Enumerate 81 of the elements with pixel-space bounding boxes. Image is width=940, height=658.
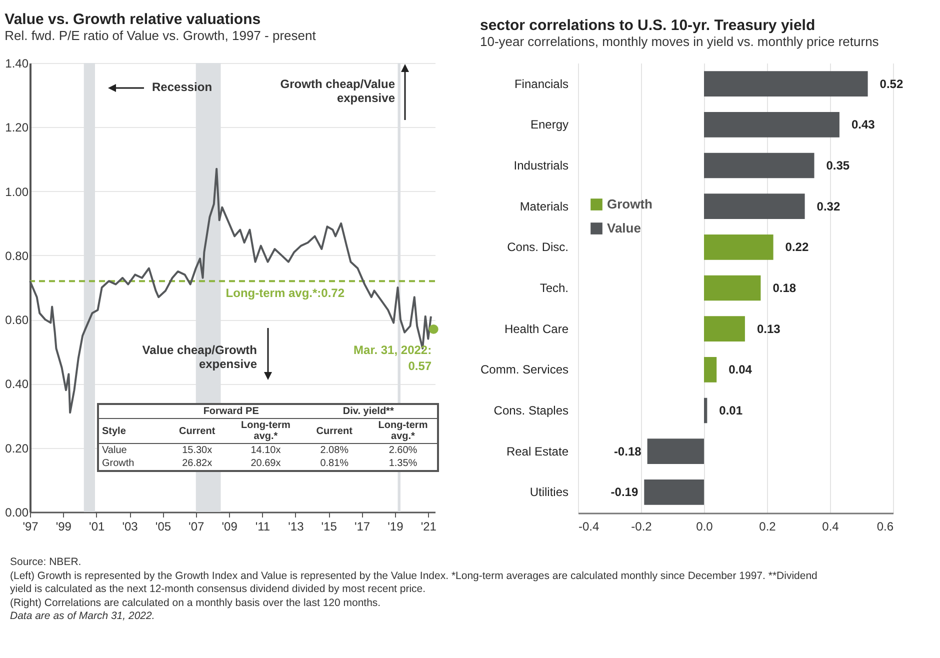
y-tick-label: 1.40 <box>5 56 29 70</box>
x-tick-label: -0.4 <box>578 520 600 534</box>
y-tick-label: Utilities <box>530 485 568 500</box>
annotation: Growth cheap/Value expensive <box>280 77 395 105</box>
data-label: 0.04 <box>728 362 752 377</box>
x-tick-label: '05 <box>155 520 172 534</box>
annotation: 26.82x <box>181 457 214 471</box>
data-label: 0.43 <box>851 118 876 132</box>
x-tick-label: '07 <box>188 520 205 534</box>
annotation: Style <box>98 418 162 444</box>
x-tick-label: 0.6 <box>876 520 894 534</box>
annotation: Long-term avg.* <box>232 418 300 444</box>
data-label: 0.32 <box>816 199 840 214</box>
y-tick-label: Comm. Services <box>480 362 568 377</box>
legend-label: Growth <box>607 196 653 212</box>
annotation: 15.30x <box>181 444 214 457</box>
y-tick-label: Materials <box>520 199 568 214</box>
annotation: Forward PE <box>162 404 300 418</box>
x-tick-label: '97 <box>22 520 39 534</box>
ref-line-label: Long-term avg.*:0.72 <box>226 286 345 300</box>
annotation: 0.81% <box>319 457 350 471</box>
annotation: Div. yield** <box>300 404 438 418</box>
annotation: Long-term avg.* <box>369 418 438 444</box>
annotation: 14.10x <box>250 444 282 457</box>
annotation: Mar. 31, 2022: 0.57 <box>354 343 432 374</box>
chart-subtitle: 10-year correlations, monthly moves in yield vs. monthly price returns <box>480 34 880 49</box>
data-label: -0.19 <box>610 485 638 500</box>
y-tick-label: 1.00 <box>5 184 29 199</box>
annotation: Growth <box>101 457 136 471</box>
y-tick-label: Financials <box>514 76 568 91</box>
text: (Left) Growth is represented by the Growth Index and Value is represented by the Value Index. *Long-term averages are calculated monthly since December 1997. **Dividend yield is calculated as the next 12-month consensus dividend divided by most recent price. <box>10 570 818 596</box>
text: (Right) Correlations are calculated on a monthly basis over the last 120 months. <box>10 596 382 610</box>
x-tick-label: '21 <box>420 520 437 534</box>
y-tick-label: 1.20 <box>5 120 29 135</box>
x-tick-label: '99 <box>56 520 72 534</box>
x-tick-label: -0.2 <box>631 520 652 534</box>
x-tick-label: '13 <box>288 520 304 534</box>
data-label: 0.35 <box>826 158 850 172</box>
annotation: 2.08% <box>319 444 350 457</box>
data-label: 0.13 <box>756 322 781 336</box>
y-tick-label: 0.40 <box>5 377 29 392</box>
annotation: 2.60% <box>388 444 418 457</box>
data-label: -0.18 <box>614 444 642 458</box>
annotation: Current <box>162 418 232 444</box>
y-tick-label: Cons. Staples <box>494 404 568 418</box>
x-tick-label: '01 <box>89 520 105 534</box>
annotation: Value <box>101 444 128 457</box>
y-tick-label: Energy <box>530 118 568 132</box>
y-tick-label: Tech. <box>540 281 568 295</box>
data-label: 0.01 <box>719 404 743 418</box>
data-label: 0.22 <box>785 240 809 254</box>
chart-subtitle: Rel. fwd. P/E ratio of Value vs. Growth, 1997 - present <box>4 28 316 43</box>
data-label: 0.18 <box>772 281 796 295</box>
legend-label: Value <box>607 220 641 236</box>
x-tick-label: '15 <box>321 520 338 534</box>
x-tick-label: 0.2 <box>759 520 776 534</box>
x-tick-label: '19 <box>388 520 404 534</box>
y-tick-label: Health Care <box>504 322 569 336</box>
chart-title: Value vs. Growth relative valuations <box>4 11 261 28</box>
annotation: 20.69x <box>250 457 282 471</box>
y-tick-label: Industrials <box>514 158 568 172</box>
x-tick-label: 0.4 <box>822 520 840 534</box>
y-tick-label: 0.60 <box>5 313 29 328</box>
y-tick-label: 0.00 <box>5 506 29 520</box>
text: Data are as of March 31, 2022. <box>10 610 156 624</box>
chart-title: sector correlations to U.S. 10-yr. Treasury yield <box>480 17 816 34</box>
y-tick-label: 0.20 <box>5 441 29 456</box>
x-tick-label: '03 <box>122 520 138 534</box>
data-label: 0.52 <box>880 76 904 91</box>
x-tick-label: '09 <box>222 520 238 534</box>
source-note: Source: NBER. <box>10 556 82 570</box>
annotation: 1.35% <box>388 457 418 471</box>
annotation: Value cheap/Growth expensive <box>142 343 257 371</box>
y-tick-label: Real Estate <box>506 444 569 458</box>
annotation: Current <box>300 418 369 444</box>
y-tick-label: 0.80 <box>5 248 29 263</box>
x-tick-label: 0.0 <box>696 520 714 534</box>
x-tick-label: '11 <box>255 520 270 534</box>
x-tick-label: '17 <box>354 520 370 534</box>
y-tick-label: Cons. Disc. <box>507 240 568 254</box>
annotation: Recession <box>152 80 212 94</box>
